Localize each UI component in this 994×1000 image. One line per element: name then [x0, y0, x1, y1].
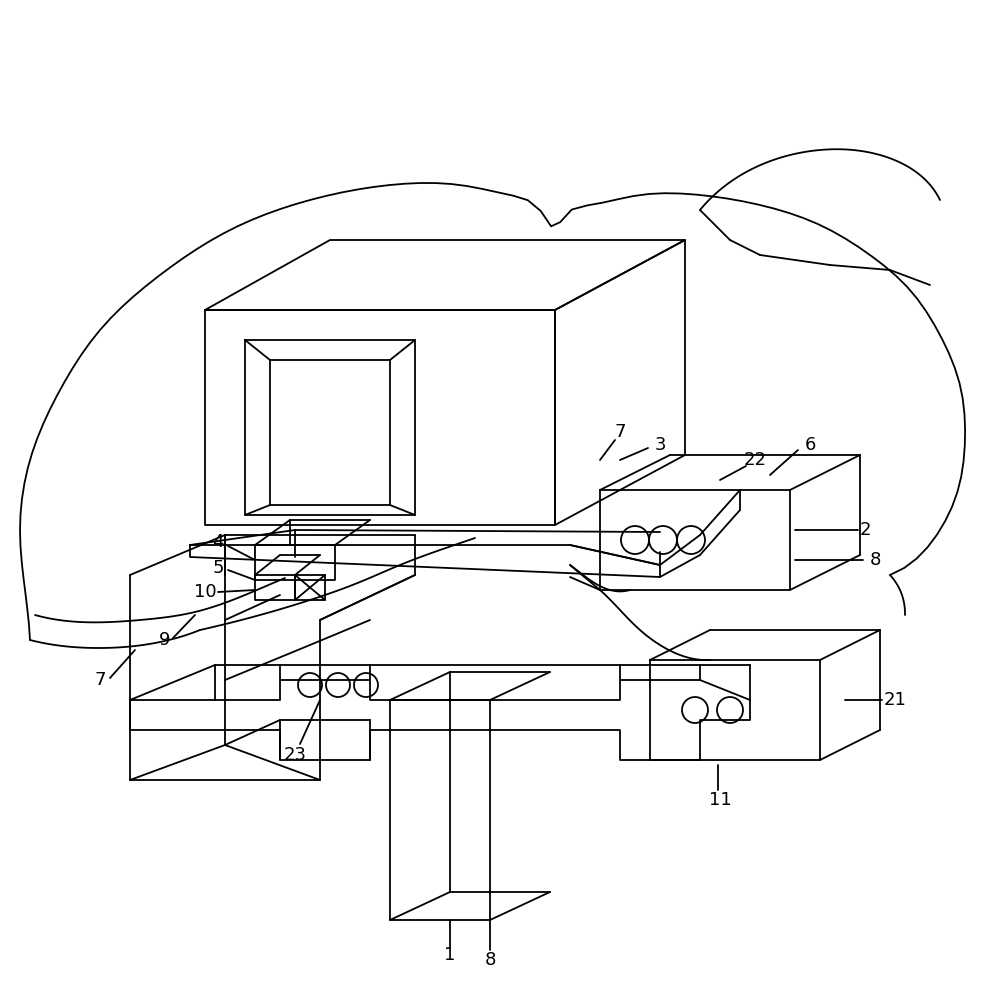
Text: 10: 10: [194, 583, 217, 601]
Text: 5: 5: [213, 559, 224, 577]
Text: 9: 9: [159, 631, 171, 649]
Text: 21: 21: [884, 691, 907, 709]
Text: 4: 4: [213, 533, 224, 551]
Text: 6: 6: [804, 436, 816, 454]
Text: 11: 11: [709, 791, 732, 809]
Text: 7: 7: [614, 423, 626, 441]
Text: 8: 8: [484, 951, 496, 969]
Text: 1: 1: [444, 946, 455, 964]
Text: 8: 8: [870, 551, 881, 569]
Text: 7: 7: [94, 671, 105, 689]
Text: 3: 3: [654, 436, 666, 454]
Text: 22: 22: [744, 451, 766, 469]
Text: 2: 2: [859, 521, 871, 539]
Text: 23: 23: [283, 746, 306, 764]
